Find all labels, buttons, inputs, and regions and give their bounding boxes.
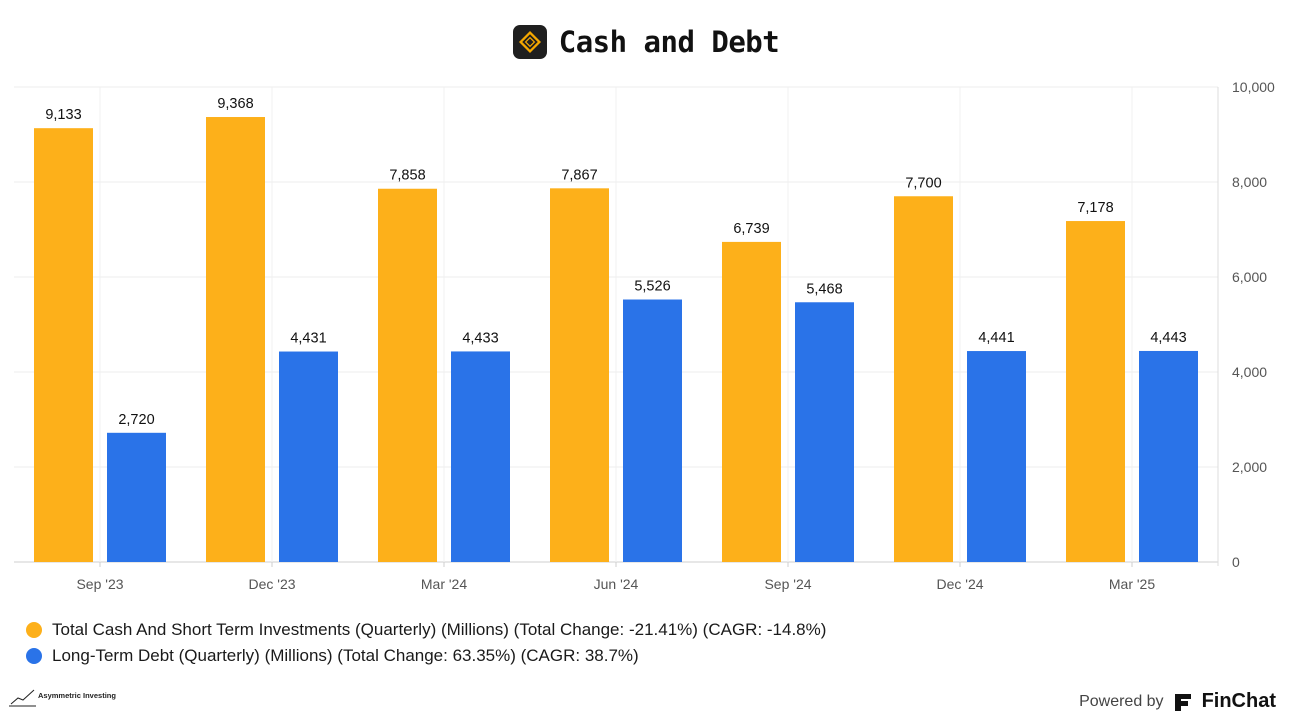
data-label-cash: 7,867 bbox=[561, 167, 597, 183]
x-tick-label: Dec '23 bbox=[248, 576, 295, 592]
data-label-debt: 4,433 bbox=[462, 330, 498, 346]
bar-debt bbox=[623, 299, 682, 562]
footer-brand-text: Asymmetric Investing bbox=[38, 691, 116, 700]
bar-debt bbox=[795, 302, 854, 562]
data-label-cash: 7,700 bbox=[905, 175, 941, 191]
data-label-debt: 4,431 bbox=[290, 331, 326, 347]
data-label-cash: 7,178 bbox=[1077, 200, 1113, 216]
bar-cash bbox=[1066, 221, 1125, 563]
legend-label-cash: Total Cash And Short Term Investments (Q… bbox=[52, 620, 827, 639]
bar-cash bbox=[550, 188, 609, 562]
y-tick-label: 4,000 bbox=[1232, 364, 1267, 380]
data-label-cash: 9,368 bbox=[217, 96, 253, 112]
bar-debt bbox=[279, 351, 338, 562]
powered-by-finchat: Powered by FinChat bbox=[1079, 690, 1276, 713]
x-tick-label: Mar '25 bbox=[1109, 576, 1155, 592]
bar-cash bbox=[722, 241, 781, 562]
chart-header: Cash and Debt bbox=[0, 22, 1292, 62]
x-tick-label: Sep '24 bbox=[764, 576, 811, 592]
bar-debt bbox=[451, 351, 510, 562]
chart-legend: Total Cash And Short Term Investments (Q… bbox=[26, 617, 826, 669]
x-tick-label: Sep '23 bbox=[76, 576, 123, 592]
y-tick-label: 0 bbox=[1232, 554, 1240, 570]
y-tick-label: 2,000 bbox=[1232, 459, 1267, 475]
data-label-debt: 2,720 bbox=[118, 412, 154, 428]
x-tick-label: Jun '24 bbox=[594, 576, 639, 592]
data-label-debt: 5,468 bbox=[806, 281, 842, 297]
powered-by-label: Powered by bbox=[1079, 692, 1164, 710]
data-label-cash: 6,739 bbox=[733, 221, 769, 237]
chart-line-icon bbox=[9, 689, 36, 707]
bar-debt bbox=[107, 432, 166, 562]
data-label-debt: 4,441 bbox=[978, 330, 1014, 346]
x-tick-label: Mar '24 bbox=[421, 576, 467, 592]
data-label-debt: 4,443 bbox=[1150, 330, 1186, 346]
data-label-debt: 5,526 bbox=[634, 279, 670, 295]
legend-label-debt: Long-Term Debt (Quarterly) (Millions) (T… bbox=[52, 646, 639, 665]
asymmetric-investing-logo: Asymmetric Investing bbox=[8, 686, 118, 710]
finchat-product-name: FinChat bbox=[1201, 690, 1276, 712]
legend-swatch-debt bbox=[26, 648, 42, 664]
bar-debt bbox=[1139, 350, 1198, 562]
bar-cash bbox=[378, 188, 437, 562]
bar-debt bbox=[967, 351, 1026, 562]
x-tick-label: Dec '24 bbox=[936, 576, 983, 592]
legend-item-cash: Total Cash And Short Term Investments (Q… bbox=[26, 617, 826, 643]
legend-item-debt: Long-Term Debt (Quarterly) (Millions) (T… bbox=[26, 643, 826, 669]
legend-swatch-cash bbox=[26, 622, 42, 638]
data-label-cash: 9,133 bbox=[45, 107, 81, 123]
y-tick-label: 8,000 bbox=[1232, 174, 1267, 190]
bar-cash bbox=[34, 128, 93, 562]
data-label-cash: 7,858 bbox=[389, 168, 425, 184]
bar-cash bbox=[894, 196, 953, 562]
finchat-logo-icon bbox=[1174, 693, 1191, 711]
y-tick-label: 10,000 bbox=[1232, 79, 1275, 95]
diamond-logo-icon bbox=[512, 25, 547, 59]
y-tick-label: 6,000 bbox=[1232, 269, 1267, 285]
bar-cash bbox=[206, 117, 265, 563]
chart-title: Cash and Debt bbox=[558, 25, 780, 59]
